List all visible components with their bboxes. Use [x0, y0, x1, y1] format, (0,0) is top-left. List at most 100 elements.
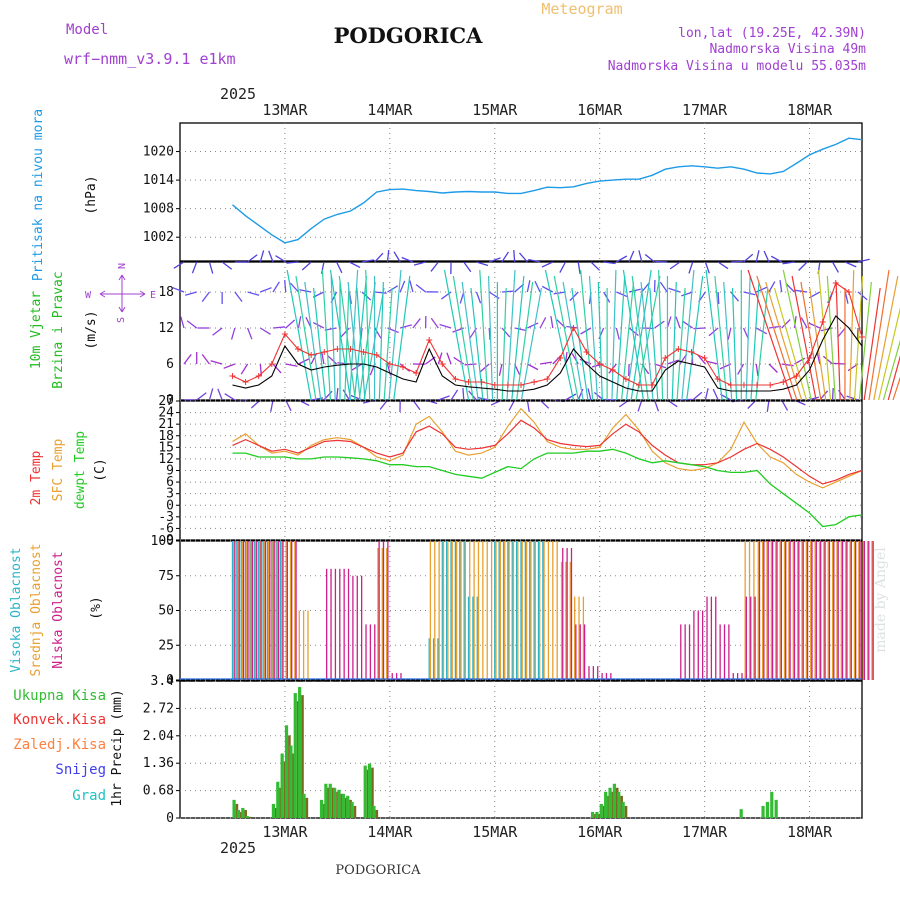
precip-total-bar — [613, 784, 616, 818]
wind-barb — [857, 328, 858, 340]
wind-barb — [431, 318, 438, 328]
precip-total-bar — [237, 810, 240, 818]
wind-barb — [387, 250, 388, 262]
wind-barb — [465, 364, 477, 365]
wind-barb — [285, 280, 286, 292]
wind-barb — [639, 250, 642, 262]
page-title: PODGORICA — [334, 23, 484, 48]
day-label-bottom: 13MAR — [262, 823, 308, 841]
wind-barb — [527, 323, 538, 328]
wind-barb — [260, 328, 270, 334]
wind-barb — [705, 388, 708, 400]
gust-marker — [505, 382, 511, 388]
wind-barb — [780, 280, 782, 292]
gust-marker — [479, 379, 485, 385]
gust-marker — [820, 319, 826, 325]
wind-barb — [713, 389, 718, 400]
legend-frozen-precip: Zaledj.Kisa — [13, 737, 106, 753]
precip-total-bar — [246, 816, 249, 818]
wind-barb — [683, 321, 693, 328]
precip-total-bar — [302, 794, 305, 818]
wind-vector — [682, 270, 694, 400]
mid-cloud-label: Srednja Oblacnost — [29, 543, 44, 676]
wind-barb — [440, 324, 451, 328]
wind-vector — [554, 276, 578, 400]
precip-tick-label: 2.04 — [143, 729, 174, 744]
day-label-top: 13MAR — [262, 101, 308, 119]
precip-total-bar — [346, 796, 349, 818]
precip-unit: 1hr Precip (mm) — [110, 689, 125, 806]
wind-barb — [410, 280, 413, 292]
wind-barb — [173, 288, 184, 292]
wind-barb — [756, 364, 758, 376]
wind-barb — [286, 320, 295, 328]
day-label-bottom: 15MAR — [472, 823, 518, 841]
wind-barb — [845, 262, 856, 267]
wind-barb — [502, 328, 510, 337]
wind-barb — [660, 282, 667, 292]
low-cloud-label: Niska Oblacnost — [51, 551, 66, 668]
gust-marker — [754, 382, 760, 388]
wind-barb — [209, 262, 212, 274]
pressure-tick-label: 1014 — [143, 173, 174, 188]
wind-barb — [629, 289, 641, 292]
wind-unit: (m/s) — [84, 310, 99, 349]
wind-barb — [273, 282, 279, 292]
wind-barb — [655, 321, 665, 328]
wind-barb — [769, 364, 777, 372]
wind-barb — [655, 400, 659, 411]
wind-vector — [489, 276, 493, 400]
wind-barb — [527, 364, 538, 370]
precip-total-bar — [368, 764, 371, 818]
gust-marker — [833, 280, 839, 286]
wind-tick-label: 12 — [158, 321, 174, 336]
wind-barb — [192, 262, 196, 273]
panels: 10201014100810021812602724211815129630-3… — [143, 123, 900, 826]
precip-total-bar — [604, 792, 607, 818]
compass-north: N — [117, 263, 128, 269]
wind-barb — [400, 281, 404, 292]
cloud-tick-label: 100 — [151, 534, 174, 549]
model-altitude-text: Nadmorska Visina u modelu 55.035m — [608, 59, 866, 74]
wind-label-2: Brzina i Pravac — [51, 271, 66, 388]
wind-label-1: 10m Vjetar — [29, 291, 44, 369]
compass-south: S — [116, 317, 127, 323]
precip-conv-bar — [354, 806, 357, 818]
legend-total-precip: Ukupna Kisa — [13, 688, 106, 704]
precip-tick-label: 1.36 — [143, 756, 174, 771]
pressure-tick-label: 1020 — [143, 145, 174, 160]
wind-barb — [795, 290, 807, 292]
model-name: wrf−nmm_v3.9.1 e1km — [64, 50, 236, 68]
wind-vector — [850, 270, 854, 400]
compass-east: E — [150, 290, 156, 301]
wind-barb — [343, 390, 349, 400]
sfctemp-label: SFC Temp — [51, 439, 66, 502]
wind-barb — [629, 251, 634, 262]
wind-vector — [879, 282, 900, 400]
gust-marker — [243, 379, 249, 385]
wind-barb — [209, 388, 212, 400]
gust-marker — [728, 382, 734, 388]
wind-barb — [431, 262, 438, 271]
wind-barb — [451, 390, 458, 400]
wind-barb — [560, 262, 566, 273]
precip-conv-bar — [306, 798, 309, 818]
wind-barb — [302, 262, 311, 270]
day-label-top: 18MAR — [787, 101, 833, 119]
wind-barb — [273, 327, 285, 328]
wind-vector — [502, 288, 506, 400]
wind-barb — [669, 288, 680, 292]
precip-total-bar — [372, 806, 375, 818]
wind-barb — [313, 323, 324, 328]
wind-barb — [464, 262, 471, 272]
wind-barb — [224, 364, 235, 368]
wind-barb — [767, 400, 769, 412]
wind-barb — [337, 388, 338, 400]
precip-total-bar — [320, 800, 323, 818]
pressure-panel — [180, 123, 862, 261]
wind-barb — [728, 328, 731, 340]
precip-total-bar — [337, 790, 340, 818]
